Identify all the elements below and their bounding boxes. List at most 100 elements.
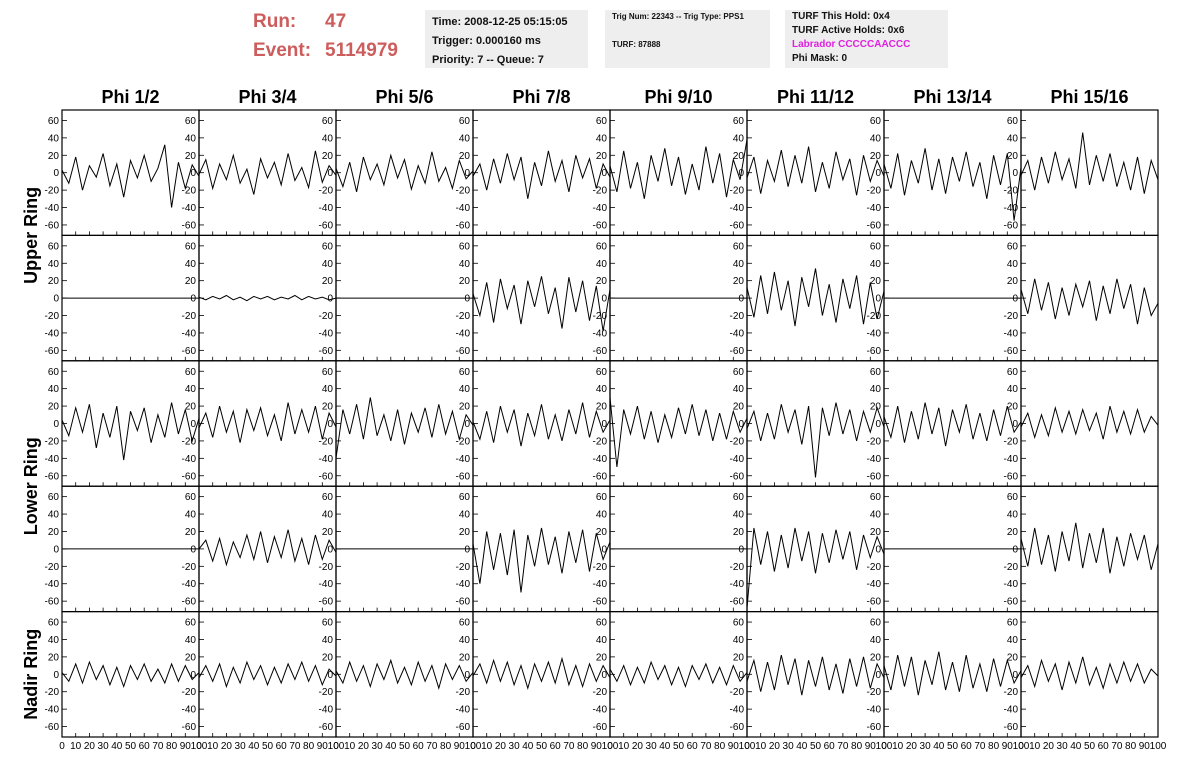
y-tick-label: 20 [1007,527,1019,538]
waveform [472,527,611,593]
x-tick-label: 20 [906,741,918,752]
y-tick-label: -40 [319,454,334,465]
y-tick-label: -40 [593,705,608,716]
info-line: TURF: 87888 [612,40,661,49]
x-tick-label: 90 [728,741,740,752]
y-tick-label: 40 [185,259,197,270]
y-tick-label: -20 [319,436,334,447]
y-tick-label: -60 [1004,220,1019,231]
y-tick-label: 60 [459,367,471,378]
y-tick-label: 60 [870,618,882,629]
y-tick-label: 20 [185,527,197,538]
panel-frame [335,109,474,237]
x-tick-label: 50 [262,741,274,752]
y-tick-label: 20 [322,527,334,538]
y-tick-label: -20 [593,186,608,197]
x-tick-label: 20 [221,741,233,752]
y-tick-label: 0 [190,168,196,179]
x-tick-label: 30 [1057,741,1069,752]
y-tick-label: -20 [730,436,745,447]
x-tick-label: 40 [522,741,534,752]
y-tick-label: 0 [1012,544,1018,555]
x-tick-label: 40 [933,741,945,752]
y-tick-label: -60 [182,346,197,357]
y-tick-label: -40 [1004,203,1019,214]
x-tick-label: 70 [289,741,301,752]
y-tick-label: 20 [185,151,197,162]
y-tick-label: 60 [1007,116,1019,127]
y-tick-label: -60 [456,471,471,482]
y-tick-label: 40 [48,510,60,521]
y-tick-label: -60 [1004,722,1019,733]
x-tick-label: 40 [385,741,397,752]
y-tick-label: -60 [867,471,882,482]
y-tick-label: 0 [601,168,607,179]
y-tick-label: -40 [456,579,471,590]
x-tick-label: 20 [495,741,507,752]
y-tick-label: 40 [1007,635,1019,646]
waveform [335,658,474,690]
y-tick-label: 0 [601,294,607,305]
y-tick-label: 40 [48,259,60,270]
waveform [472,402,611,447]
y-tick-label: -60 [182,722,197,733]
y-tick-label: -40 [867,328,882,339]
y-tick-label: -40 [456,454,471,465]
x-tick-label: 40 [1070,741,1082,752]
y-tick-label: -60 [319,220,334,231]
x-tick-label: 50 [125,741,137,752]
x-tick-label: 0 [881,741,887,752]
x-tick-label: 30 [235,741,247,752]
y-tick-label: -40 [45,454,60,465]
y-tick-label: 20 [459,527,471,538]
waveform [1020,132,1159,194]
y-tick-label: 0 [327,670,333,681]
x-tick-label: 20 [632,741,644,752]
y-tick-label: 60 [322,241,334,252]
y-tick-label: -60 [319,471,334,482]
panel-frame [198,610,337,738]
y-tick-label: -20 [593,687,608,698]
waveform [198,402,337,443]
y-tick-label: 0 [875,419,881,430]
panel-frame [198,234,337,362]
y-tick-label: -60 [1004,471,1019,482]
y-tick-label: 60 [1007,492,1019,503]
y-tick-label: 40 [322,259,334,270]
waveform [61,660,200,689]
y-tick-label: -20 [867,311,882,322]
y-tick-label: -60 [593,471,608,482]
y-tick-label: 40 [48,133,60,144]
y-tick-label: -20 [730,562,745,573]
y-tick-label: 0 [327,294,333,305]
x-tick-label: 100 [1150,741,1167,752]
y-tick-label: 0 [1012,168,1018,179]
y-tick-label: 60 [459,492,471,503]
y-tick-label: 40 [459,384,471,395]
y-tick-label: -20 [319,562,334,573]
panel-frame [472,485,611,613]
y-tick-label: -20 [45,687,60,698]
y-tick-label: 60 [322,116,334,127]
x-tick-label: 70 [837,741,849,752]
x-tick-label: 90 [591,741,603,752]
y-tick-label: 0 [601,544,607,555]
y-tick-label: -40 [593,579,608,590]
column-title: Phi 7/8 [512,87,570,107]
waveform [335,397,474,459]
y-tick-label: -60 [456,346,471,357]
waveform [335,151,474,193]
y-tick-label: 60 [322,618,334,629]
info-line: TURF This Hold: 0x4 [792,11,890,22]
y-tick-label: -40 [456,705,471,716]
y-tick-label: 60 [1007,241,1019,252]
waveform [1020,278,1159,325]
y-tick-label: -60 [182,597,197,608]
y-tick-label: -40 [182,454,197,465]
y-tick-label: -60 [319,722,334,733]
info-line: TURF Active Holds: 0x6 [792,25,905,36]
y-tick-label: -40 [730,203,745,214]
y-tick-label: -20 [456,186,471,197]
